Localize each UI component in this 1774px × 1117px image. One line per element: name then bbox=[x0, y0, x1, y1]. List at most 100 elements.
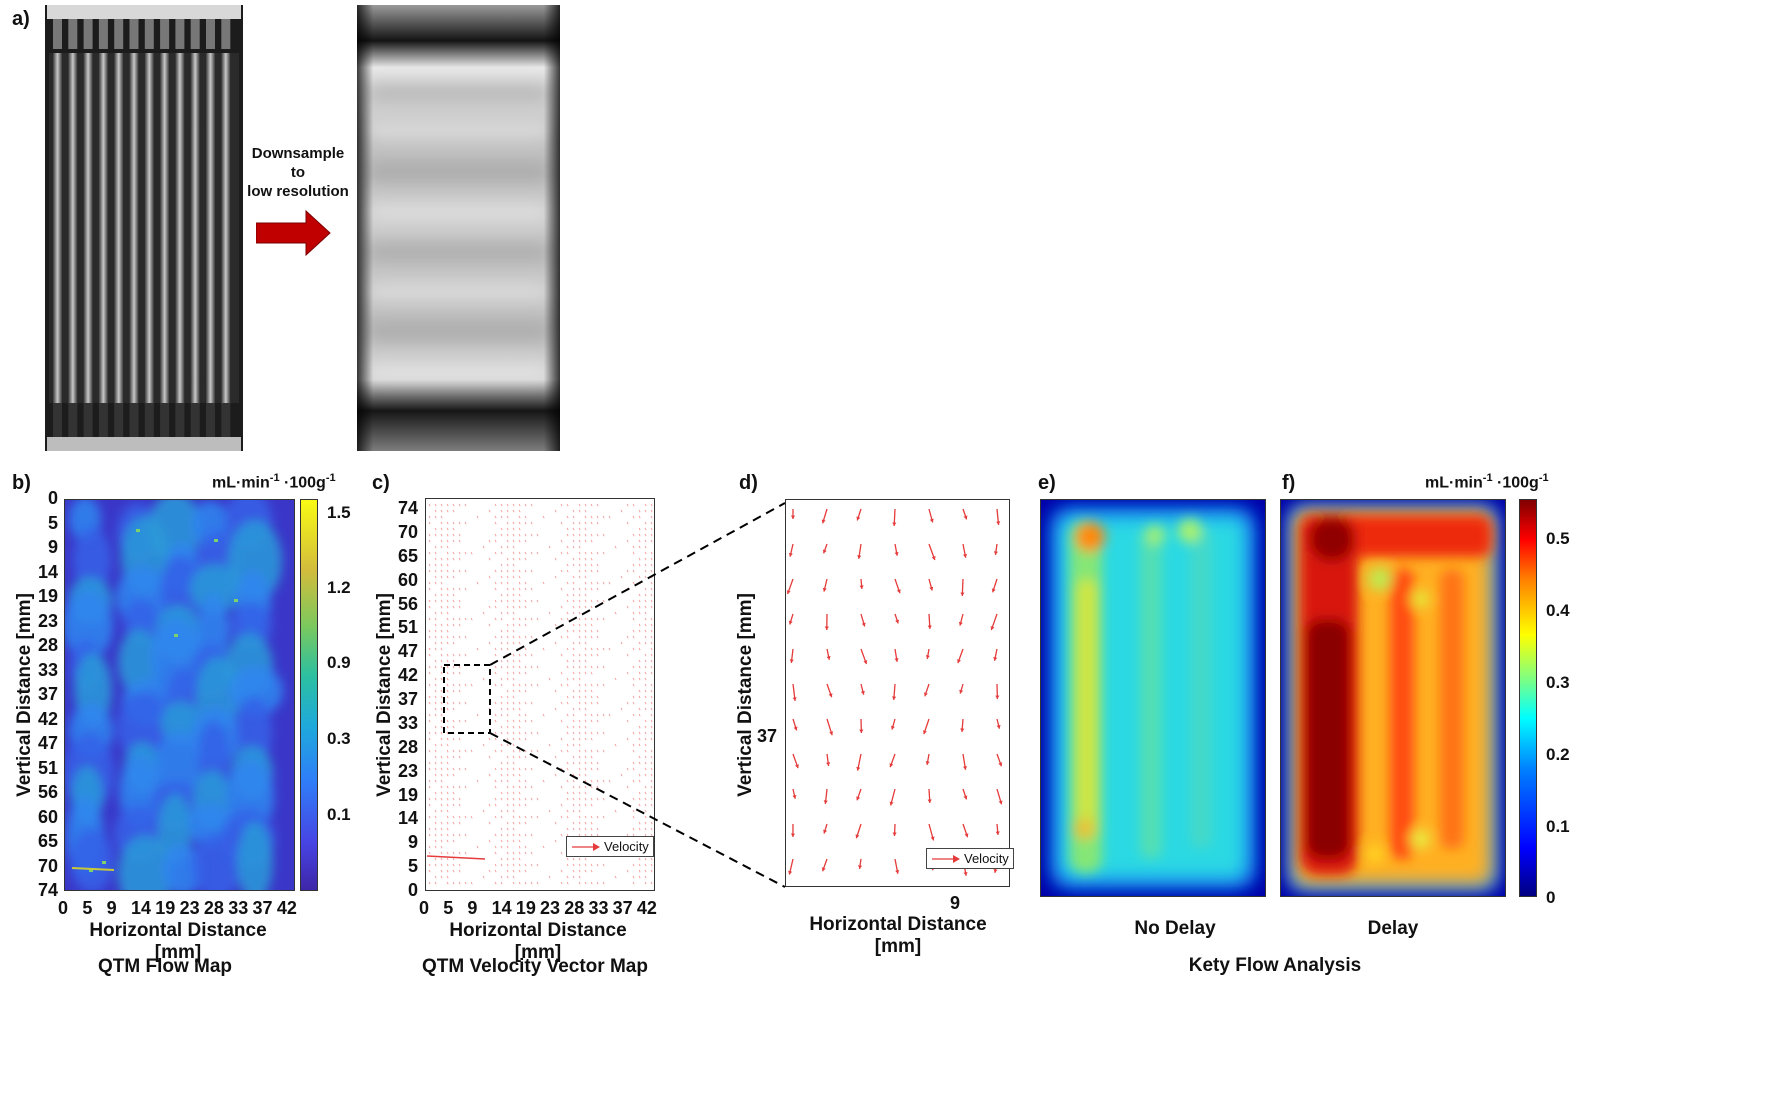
f-caption: Delay bbox=[1367, 918, 1419, 939]
b-xtick: 42 bbox=[276, 898, 297, 918]
colorbar-b-tick: 0.1 bbox=[327, 805, 351, 824]
zoom-region-box bbox=[443, 664, 491, 734]
d-ytick: 37 bbox=[757, 726, 778, 746]
b-xtick: 37 bbox=[252, 898, 273, 918]
d-legend: Velocity bbox=[926, 848, 1014, 869]
flow-map-frame bbox=[64, 499, 295, 891]
panel-f-label: f) bbox=[1282, 472, 1296, 494]
velocity-arrow-icon bbox=[932, 854, 960, 863]
colorbar-b-tick: 0.3 bbox=[327, 729, 351, 748]
c-xtick: 33 bbox=[588, 898, 609, 918]
unit-f-base: mL·min bbox=[1425, 474, 1483, 492]
colorbar-f-tick: 0 bbox=[1546, 888, 1556, 907]
unit-b-exp2: -1 bbox=[325, 472, 336, 484]
b-xtick: 33 bbox=[228, 898, 249, 918]
c-xtick: 9 bbox=[467, 898, 478, 918]
unit-b-exp1: -1 bbox=[269, 472, 280, 484]
c-ytick: 60 bbox=[397, 569, 418, 590]
b-ytick: 5 bbox=[47, 512, 58, 533]
c-ytick: 51 bbox=[397, 617, 418, 638]
c-ytick: 70 bbox=[397, 521, 418, 542]
b-ytick: 0 bbox=[47, 488, 58, 508]
b-ytick: 28 bbox=[37, 635, 58, 655]
panel-a-label: a) bbox=[12, 8, 30, 30]
c-xlabel: Horizontal Distance [mm] bbox=[449, 920, 627, 963]
d-xtick: 9 bbox=[950, 893, 961, 913]
zoomed-map-frame bbox=[785, 499, 1010, 887]
c-ytick: 56 bbox=[397, 593, 418, 614]
panel-e-label: e) bbox=[1038, 472, 1056, 494]
b-ytick: 56 bbox=[37, 782, 58, 802]
downsample-line2: to bbox=[290, 164, 306, 181]
c-ytick: 33 bbox=[397, 712, 418, 733]
c-caption: QTM Velocity Vector Map bbox=[422, 956, 648, 977]
downsample-text: Downsample to low resolution bbox=[246, 144, 350, 201]
d-ylabel: Vertical Distance [mm] bbox=[735, 593, 756, 797]
b-ytick: 65 bbox=[37, 831, 58, 851]
b-xtick: 9 bbox=[106, 898, 117, 918]
panel-b-unit: mL·min-1 ·100g-1 bbox=[212, 472, 336, 492]
c-ytick: 47 bbox=[397, 641, 418, 662]
b-ytick: 37 bbox=[37, 684, 58, 704]
downsample-line1: Downsample bbox=[251, 145, 345, 162]
b-ytick: 19 bbox=[37, 586, 58, 606]
b-ytick: 74 bbox=[37, 880, 58, 900]
b-ytick: 70 bbox=[37, 855, 58, 876]
downsample-line3: low resolution bbox=[247, 183, 349, 200]
colorbar-b bbox=[300, 499, 318, 891]
c-ytick: 28 bbox=[397, 736, 418, 757]
unit-b-base: mL·min bbox=[212, 474, 270, 492]
colorbar-f-tick: 0.1 bbox=[1546, 817, 1570, 836]
kety-caption: Kety Flow Analysis bbox=[1188, 955, 1362, 976]
b-xtick: 19 bbox=[155, 898, 176, 918]
panel-f-unit: mL·min-1 ·100g-1 bbox=[1425, 472, 1549, 492]
zoom-connector-lines bbox=[489, 502, 786, 888]
d-xlabel: Horizontal Distance [mm] bbox=[809, 914, 987, 957]
b-xtick: 14 bbox=[130, 898, 151, 918]
kety-no-delay-map bbox=[1040, 499, 1266, 897]
c-xtick: 0 bbox=[419, 898, 430, 918]
c-ytick: 74 bbox=[397, 498, 418, 518]
colorbar-f-tick: 0.3 bbox=[1546, 673, 1570, 692]
c-xtick: 23 bbox=[540, 898, 561, 918]
b-xtick: 23 bbox=[179, 898, 200, 918]
c-ytick: 65 bbox=[397, 545, 418, 566]
kety-e-frame bbox=[1040, 499, 1266, 897]
b-xtick: 28 bbox=[203, 898, 224, 918]
panel-c-label: c) bbox=[372, 472, 390, 494]
c-ytick: 37 bbox=[397, 689, 418, 709]
velocity-vector-map bbox=[425, 498, 655, 891]
colorbar-f-tick: 0.5 bbox=[1546, 529, 1570, 548]
b-ytick: 47 bbox=[37, 733, 58, 753]
phantom-highres-image bbox=[45, 5, 243, 451]
c-ytick: 42 bbox=[397, 665, 418, 686]
unit-b-mid: ·100g bbox=[279, 474, 326, 492]
c-xtick: 28 bbox=[564, 898, 585, 918]
c-ytick: 0 bbox=[407, 880, 418, 900]
c-xtick: 14 bbox=[491, 898, 512, 918]
c-ytick: 14 bbox=[397, 808, 418, 829]
c-ytick: 19 bbox=[397, 784, 418, 805]
b-ytick: 14 bbox=[37, 561, 58, 582]
colorbar-b-tick: 1.5 bbox=[327, 503, 351, 522]
velocity-arrow-icon bbox=[572, 842, 600, 851]
c-ytick: 5 bbox=[407, 856, 418, 877]
kety-delay-map bbox=[1280, 499, 1506, 897]
e-caption: No Delay bbox=[1134, 918, 1216, 939]
b-xtick: 0 bbox=[58, 898, 69, 918]
colorbar-f-tick: 0.4 bbox=[1546, 601, 1570, 620]
c-ytick: 9 bbox=[407, 832, 418, 853]
colorbar-b-tick: 0.9 bbox=[327, 653, 351, 672]
b-xlabel: Horizontal Distance [mm] bbox=[89, 920, 267, 963]
b-ytick: 23 bbox=[37, 610, 58, 631]
b-caption: QTM Flow Map bbox=[97, 956, 233, 977]
unit-f-exp1: -1 bbox=[1482, 472, 1493, 484]
b-ytick: 42 bbox=[37, 708, 58, 729]
kety-f-frame bbox=[1280, 499, 1506, 897]
b-ytick: 60 bbox=[37, 806, 58, 827]
downsample-arrow-icon bbox=[256, 209, 331, 257]
colorbar-f-tick: 0.2 bbox=[1546, 745, 1570, 764]
b-ytick: 51 bbox=[37, 757, 58, 778]
unit-f-exp2: -1 bbox=[1538, 472, 1549, 484]
b-xtick: 5 bbox=[82, 898, 93, 918]
